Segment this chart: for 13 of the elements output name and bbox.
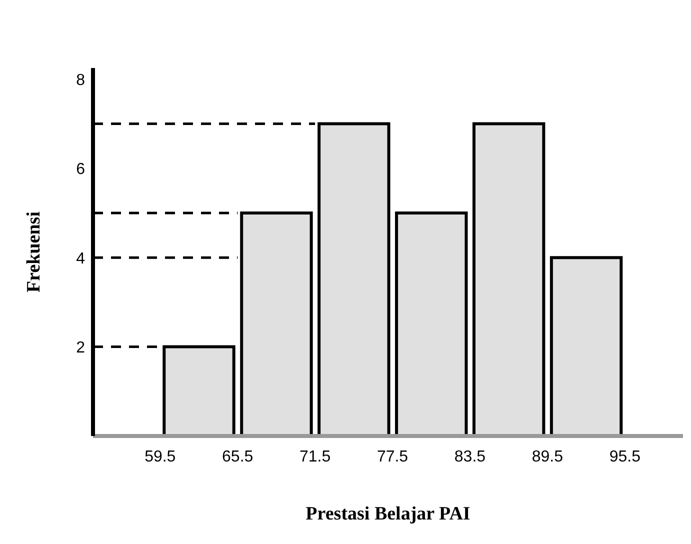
x-tick-label: 71.5: [299, 448, 331, 466]
y-tick-label: 8: [76, 72, 86, 89]
x-tick-label: 83.5: [454, 448, 486, 466]
x-tick-label: 65.5: [222, 448, 254, 466]
y-tick-label: 4: [76, 250, 86, 268]
x-tick-label: 59.5: [144, 448, 176, 466]
x-axis-title: Prestasi Belajar PAI: [306, 503, 470, 524]
y-tick-label: 2: [76, 339, 86, 356]
x-tick-label: 95.5: [609, 448, 641, 466]
y-axis-title: Frekuensi: [24, 212, 45, 292]
y-tick-label: 6: [76, 161, 86, 178]
x-tick-label: 77.5: [376, 448, 408, 466]
x-tick-label: 89.5: [532, 448, 564, 466]
